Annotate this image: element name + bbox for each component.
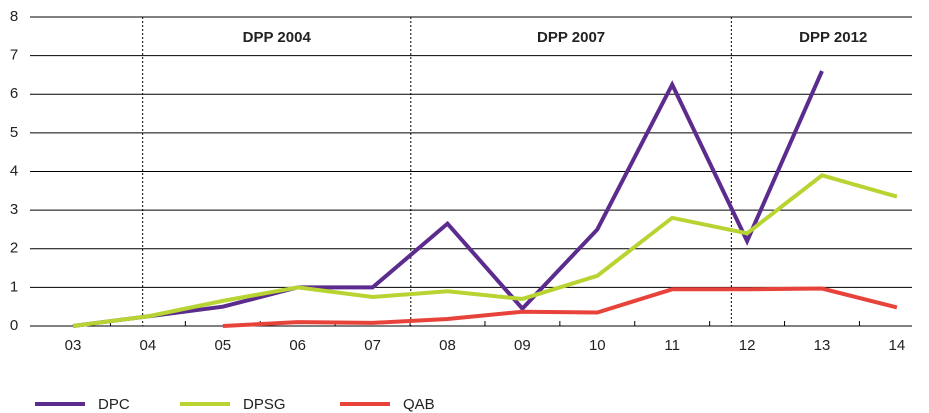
x-tick-label: 04 <box>140 337 157 354</box>
legend-label: DPC <box>98 396 130 413</box>
annotation: DPP 2007 <box>537 29 605 46</box>
x-tick-label: 12 <box>739 337 756 354</box>
y-tick-label: 4 <box>10 162 18 179</box>
y-tick-label: 1 <box>10 278 18 295</box>
x-tick-label: 05 <box>214 337 231 354</box>
annotation: DPP 2012 <box>799 29 867 46</box>
x-tick-label: 14 <box>889 337 906 354</box>
y-tick-label: 7 <box>10 47 18 64</box>
y-tick-label: 3 <box>10 201 18 218</box>
x-tick-label: 11 <box>664 337 680 354</box>
x-tick-label: 03 <box>65 337 82 354</box>
y-tick-label: 5 <box>10 124 18 141</box>
y-tick-label: 8 <box>10 8 18 25</box>
line-series <box>72 70 824 328</box>
legend-label: QAB <box>403 396 435 413</box>
x-tick-label: 09 <box>514 337 531 354</box>
x-tick-label: 10 <box>589 337 606 354</box>
x-tick-label: 06 <box>289 337 306 354</box>
y-tick-label: 0 <box>10 317 18 334</box>
y-tick-label: 2 <box>10 240 18 257</box>
line-series <box>222 286 898 328</box>
x-tick-label: 08 <box>439 337 456 354</box>
legend-label: DPSG <box>243 396 286 413</box>
x-tick-label: 13 <box>814 337 831 354</box>
x-tick-label: 07 <box>364 337 381 354</box>
y-tick-label: 6 <box>10 85 18 102</box>
line-series <box>72 173 898 328</box>
annotation: DPP 2004 <box>243 29 312 46</box>
